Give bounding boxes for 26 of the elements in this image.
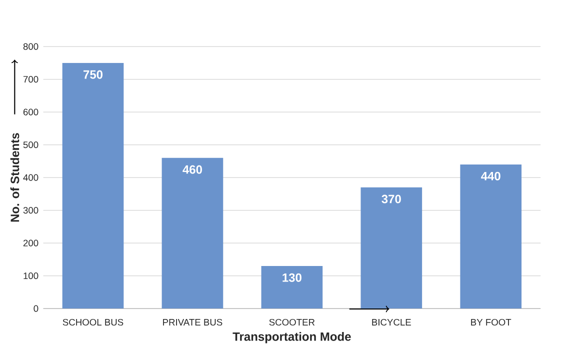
y-tick-label: 400	[23, 174, 38, 182]
y-tick-label: 800	[23, 43, 38, 50]
y-tick-label: 100	[24, 272, 38, 280]
data-label: 750	[84, 70, 103, 79]
y-tick-label: 300	[23, 207, 38, 214]
y-tick-label: 0	[34, 305, 38, 312]
y-tick-label: 200	[23, 240, 38, 246]
bar	[62, 63, 124, 309]
x-tick-label: BICYCLE	[372, 319, 411, 326]
bar	[360, 188, 422, 309]
x-axis-title: Transportation Mode	[232, 332, 351, 344]
data-label: 370	[382, 194, 401, 204]
data-label: 440	[481, 172, 500, 180]
bar	[261, 266, 323, 309]
y-tick-label: 500	[23, 142, 38, 148]
bar	[162, 158, 224, 309]
x-tick-label: SCOOTER	[269, 319, 315, 326]
x-tick-label: SCHOOL BUS	[62, 319, 124, 326]
y-tick-label: 600	[23, 108, 38, 116]
data-label: 460	[182, 165, 202, 174]
x-tick-label: BY FOOT	[471, 319, 512, 326]
y-tick-label: 700	[23, 76, 38, 83]
bar	[460, 164, 522, 309]
y-axis-title: No. of Students	[10, 133, 20, 222]
x-tick-label: PRIVATE BUS	[163, 319, 222, 326]
data-label: 130	[282, 274, 302, 282]
